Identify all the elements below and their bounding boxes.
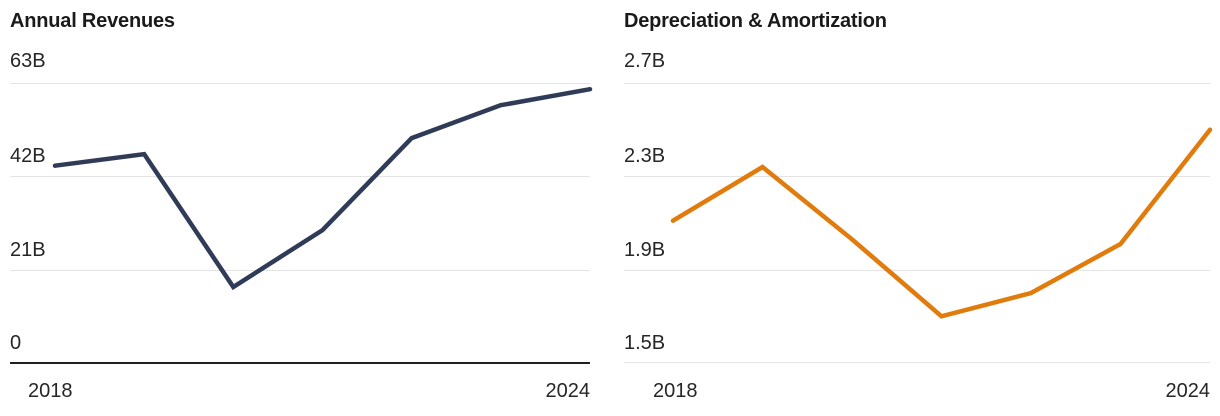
- gridline: [624, 176, 1210, 177]
- x-tick-label: 2018: [28, 380, 73, 402]
- gridline: [624, 83, 1210, 84]
- x-axis-baseline: [10, 362, 590, 364]
- gridline: [624, 362, 1210, 363]
- y-tick-label: 21B: [10, 239, 46, 261]
- y-tick-label: 0: [10, 332, 22, 354]
- gridline: [10, 83, 590, 84]
- x-tick-label: 2018: [653, 380, 698, 402]
- x-tick-label: 2024: [1165, 380, 1211, 402]
- y-tick-label: 63B: [10, 50, 46, 72]
- chart-title: Annual Revenues: [10, 10, 175, 32]
- x-tick-label: 2024: [545, 380, 591, 402]
- line-series: [670, 127, 1213, 319]
- y-tick-label: 1.5B: [624, 332, 666, 354]
- gridline: [624, 270, 1210, 271]
- y-tick-label: 2.7B: [624, 50, 666, 72]
- chart-title: Depreciation & Amortization: [624, 10, 887, 32]
- y-tick-label: 1.9B: [624, 239, 666, 261]
- y-tick-label: 2.3B: [624, 145, 666, 167]
- y-tick-label: 42B: [10, 145, 46, 167]
